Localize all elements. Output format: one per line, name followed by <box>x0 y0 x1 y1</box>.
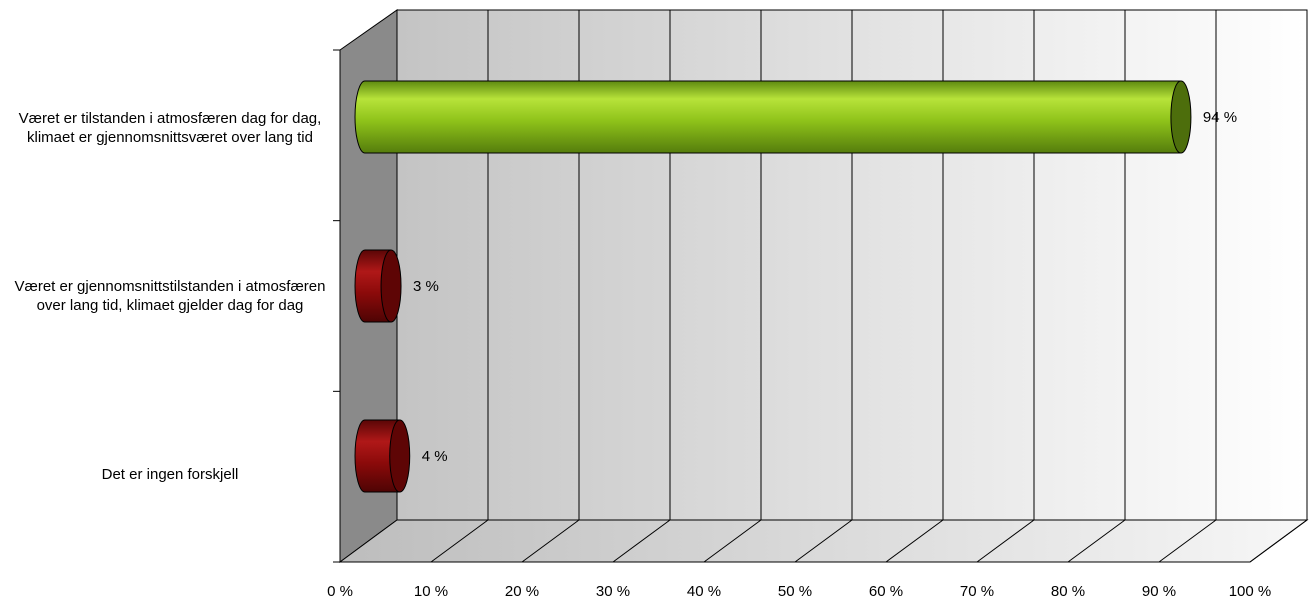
bar-end-cap <box>380 249 402 323</box>
x-tick-label: 60 % <box>869 583 903 600</box>
floor-gridline <box>430 519 489 563</box>
x-tick-label: 40 % <box>687 583 721 600</box>
category-label: Været er tilstanden i atmosfæren dag for… <box>18 110 322 146</box>
floor-gridline <box>976 519 1035 563</box>
data-labels: 94 % 3 % 4 % <box>413 109 1237 465</box>
floor-gridline <box>703 519 762 563</box>
bar-end-cap <box>1170 80 1192 154</box>
x-tick-label: 30 % <box>596 583 630 600</box>
y-axis <box>333 49 341 563</box>
floor-gridline <box>794 519 853 563</box>
category-label: Været er gjennomsnittstilstanden i atmos… <box>14 278 326 314</box>
data-label: 4 % <box>422 448 448 465</box>
data-label: 94 % <box>1203 109 1237 126</box>
x-tick-label: 100 % <box>1229 583 1272 600</box>
x-tick-label: 90 % <box>1142 583 1176 600</box>
floor-gridline <box>612 519 671 563</box>
floor-gridline <box>1249 519 1308 563</box>
x-tick-label: 10 % <box>414 583 448 600</box>
bar-end-cap <box>389 419 411 493</box>
category-label: Det er ingen forskjell <box>101 466 239 483</box>
bar <box>354 419 411 493</box>
x-tick-label: 80 % <box>1051 583 1085 600</box>
x-tick-label: 20 % <box>505 583 539 600</box>
floor-gridline <box>1158 519 1217 563</box>
floor-gridline <box>885 519 944 563</box>
data-label: 3 % <box>413 278 439 295</box>
bars <box>354 80 1192 493</box>
bar-body <box>365 81 1181 153</box>
x-axis-ticks: 0 % 10 % 20 % 30 % 40 % 50 % 60 % 70 % 80 % 90 % 1… <box>327 583 1271 600</box>
x-tick-label: 0 % <box>327 583 353 600</box>
x-tick-label: 70 % <box>960 583 994 600</box>
floor-gridline <box>521 519 580 563</box>
bar <box>354 80 1192 154</box>
bar <box>354 249 402 323</box>
x-tick-label: 50 % <box>778 583 812 600</box>
floor-gridline <box>1067 519 1126 563</box>
